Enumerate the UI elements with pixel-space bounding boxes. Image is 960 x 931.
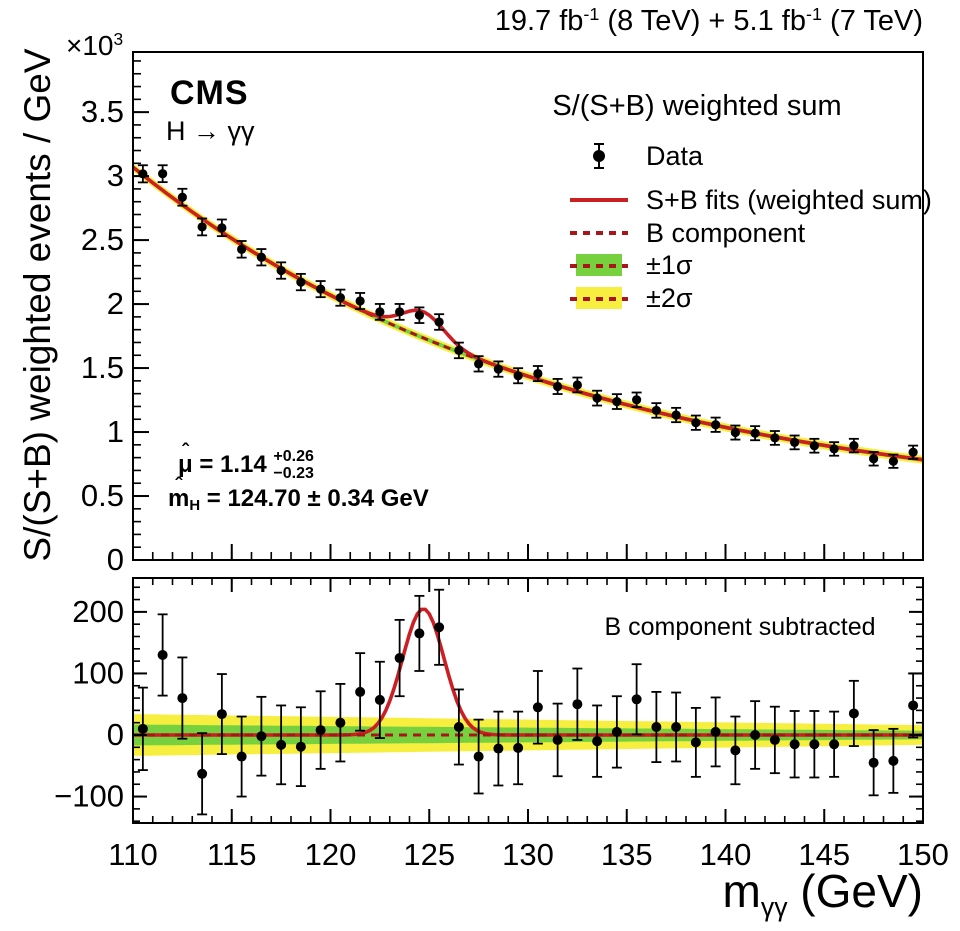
svg-text:2.5: 2.5: [81, 222, 124, 257]
svg-text:2: 2: [107, 286, 124, 321]
cms-experiment-label: CMS: [170, 74, 249, 112]
luminosity-label: 19.7 fb-1 (8 TeV) + 5.1 fb-1 (7 TeV): [494, 4, 923, 37]
svg-text:100: 100: [72, 655, 124, 690]
green-band-icon: [570, 250, 628, 280]
svg-text:130: 130: [502, 837, 554, 872]
svg-text:0: 0: [107, 542, 124, 577]
legend-item-b-component: B component: [570, 218, 805, 248]
svg-text:135: 135: [601, 837, 653, 872]
dashed-red-line-icon: [570, 218, 628, 248]
yellow-band-icon: [570, 283, 628, 313]
legend-item-sb-fit: S+B fits (weighted sum): [570, 185, 932, 215]
svg-text:115: 115: [207, 837, 256, 872]
svg-text:1.5: 1.5: [81, 350, 124, 385]
svg-text:3.5: 3.5: [81, 94, 124, 129]
svg-text:110: 110: [108, 837, 157, 872]
solid-red-line-icon: [570, 185, 628, 215]
svg-text:145: 145: [798, 837, 850, 872]
x-axis-title: mγγ (GeV): [722, 865, 923, 923]
legend-item-data: Data: [570, 141, 703, 171]
svg-text:120: 120: [305, 837, 357, 872]
svg-text:0.5: 0.5: [81, 478, 124, 513]
y-axis-scale-exponent: ×103: [66, 29, 124, 61]
svg-text:−100: −100: [54, 779, 124, 814]
legend-item-1sigma: ±1σ: [570, 250, 693, 280]
svg-text:1: 1: [107, 414, 124, 449]
svg-text:140: 140: [700, 837, 752, 872]
svg-text:200: 200: [72, 594, 124, 629]
bottom-panel-label: B component subtracted: [604, 613, 876, 641]
y-axis-title: S/(S+B) weighted events / GeV: [17, 48, 58, 562]
data-marker-icon: [570, 141, 628, 171]
decay-channel-label: H → γγ: [166, 116, 255, 146]
mass-fit-result: ˆ mH = 124.70 ± 0.34 GeV: [168, 474, 429, 515]
svg-text:3: 3: [107, 158, 124, 193]
legend-title: S/(S+B) weighted sum: [552, 90, 842, 122]
legend-item-2sigma: ±2σ: [570, 283, 693, 313]
svg-text:0: 0: [107, 717, 124, 752]
svg-text:150: 150: [897, 837, 949, 872]
svg-text:125: 125: [403, 837, 455, 872]
